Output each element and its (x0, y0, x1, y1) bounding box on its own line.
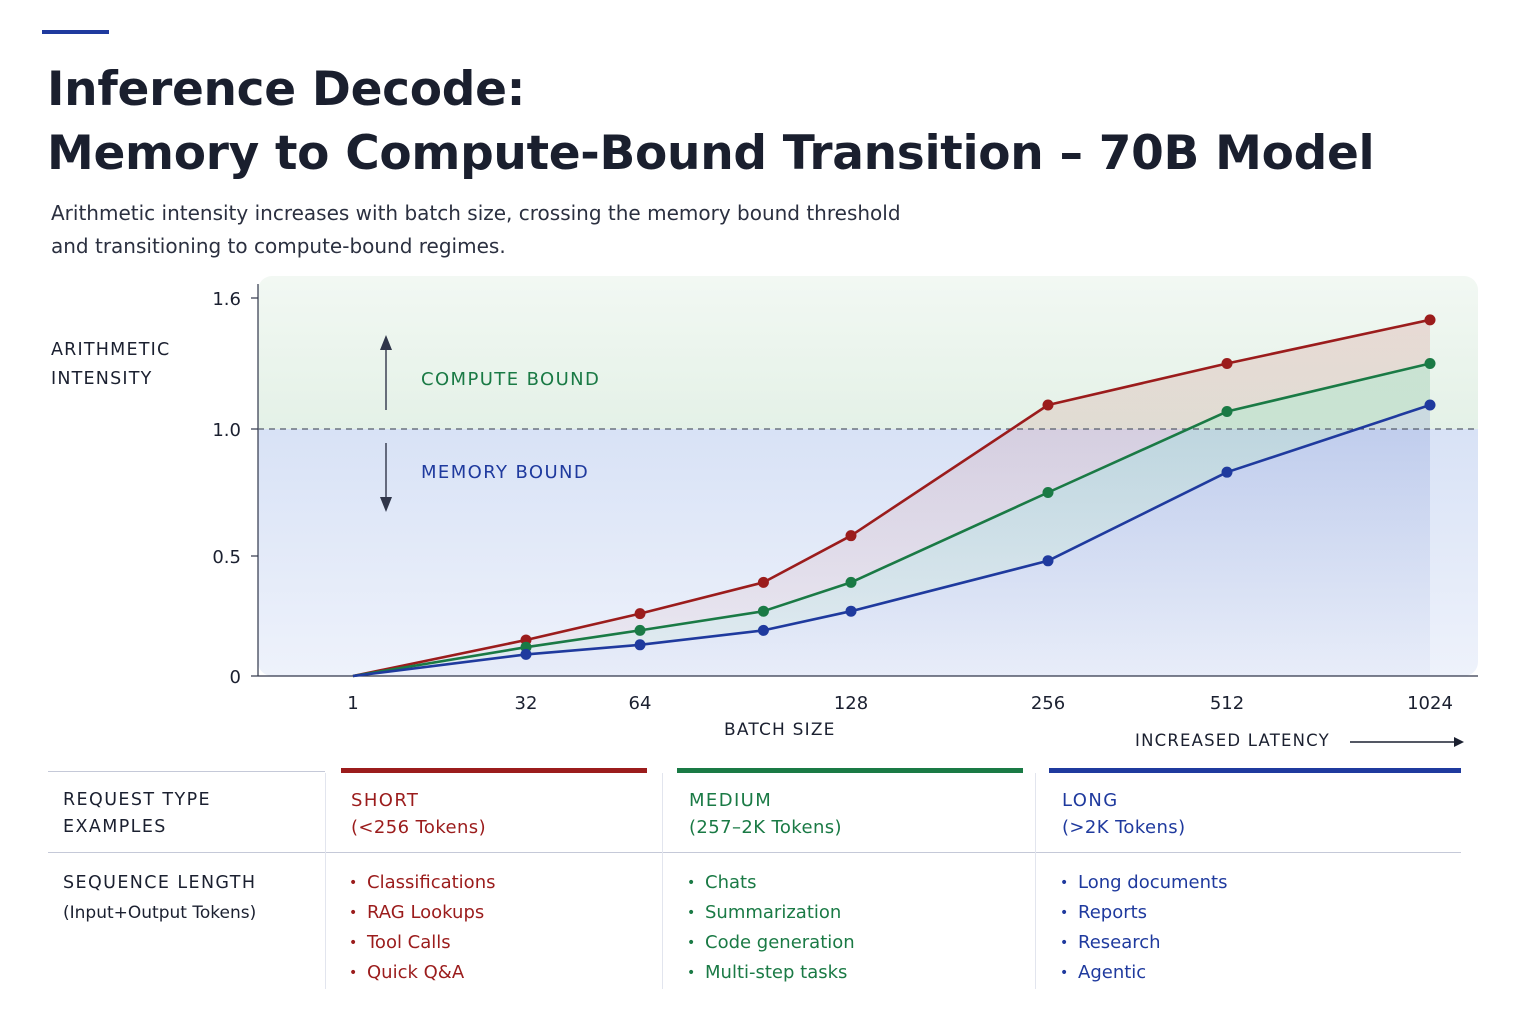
red-band-fill (353, 319, 1430, 676)
list-item: Long documents (1060, 868, 1227, 898)
long-column-name: LONG (1062, 790, 1119, 811)
x-axis-label: BATCH SIZE (724, 720, 836, 740)
request-type-label-line-2: EXAMPLES (63, 817, 167, 837)
x-tick-label: 1024 (1407, 693, 1453, 714)
y-tick-label: 1.0 (212, 420, 241, 441)
list-item: Quick Q&A (349, 958, 495, 988)
list-item: Multi-step tasks (687, 958, 855, 988)
down-arrow-head-icon (380, 497, 392, 512)
blue-data-point (520, 648, 532, 660)
list-item: Tool Calls (349, 928, 495, 958)
request-type-label-line-1: REQUEST TYPE (63, 790, 212, 810)
list-item: Code generation (687, 928, 855, 958)
long-examples-list: Long documents Reports Research Agentic (1060, 868, 1227, 988)
list-item: Summarization (687, 898, 855, 928)
page-title: Inference Decode: Memory to Compute-Boun… (47, 58, 1375, 186)
sequence-length-label-line-2: (Input+Output Tokens) (63, 903, 257, 923)
red-data-point (845, 530, 857, 542)
short-column-range: (<256 Tokens) (351, 817, 486, 838)
increased-latency-label: INCREASED LATENCY (1135, 731, 1330, 750)
memory-bound-label: MEMORY BOUND (421, 462, 589, 483)
medium-column-range: (257–2K Tokens) (689, 817, 842, 838)
long-column-range: (>2K Tokens) (1062, 817, 1186, 838)
short-category-bar (341, 768, 647, 773)
medium-category-bar (677, 768, 1023, 773)
table-column-divider (662, 773, 663, 989)
red-data-point (1424, 314, 1436, 326)
red-series-line (352, 318, 1431, 678)
y-tick-label: 0 (230, 667, 241, 688)
blue-data-point (1221, 466, 1233, 478)
green-data-point (1042, 487, 1054, 498)
medium-column-name: MEDIUM (689, 790, 773, 811)
green-series-line (352, 362, 1431, 678)
short-examples-list: Classifications RAG Lookups Tool Calls Q… (349, 868, 495, 988)
short-column-name: SHORT (351, 790, 420, 811)
blue-data-point (634, 639, 646, 651)
green-data-point (1221, 406, 1233, 418)
table-top-rule (48, 771, 325, 772)
red-data-point (1221, 358, 1233, 369)
blue-data-point (845, 605, 857, 617)
list-item: Research (1060, 928, 1227, 958)
compute-bound-label: COMPUTE BOUND (421, 369, 600, 390)
list-item: Classifications (349, 868, 495, 898)
request-type-label: REQUEST TYPE EXAMPLES (63, 787, 211, 841)
list-item: Reports (1060, 898, 1227, 928)
green-data-point (634, 624, 646, 636)
blue-data-point (757, 624, 769, 636)
arithmetic-intensity-chart: 0 0.5 1.0 1.6 1 32 64 128 256 512 1024 COMPUTE BOU… (212, 276, 1478, 714)
y-tick-label: 0.5 (212, 547, 241, 568)
table-row-divider (48, 852, 1461, 853)
sequence-length-label: SEQUENCE LENGTH (Input+Output Tokens) (63, 870, 256, 927)
up-arrow-head-icon (380, 335, 392, 350)
title-line-2: Memory to Compute-Bound Transition – 70B… (47, 126, 1375, 181)
blue-series-line (352, 403, 1431, 678)
y-tick-label: 1.6 (212, 289, 241, 310)
x-tick-label: 32 (515, 693, 538, 714)
table-column-divider (325, 773, 326, 989)
red-data-point (757, 576, 769, 588)
y-axis-label-line-1: ARITHMETIC (51, 340, 171, 360)
medium-column-header: MEDIUM (257–2K Tokens) (689, 787, 842, 841)
short-column-header: SHORT (<256 Tokens) (351, 787, 486, 841)
green-data-point (845, 576, 857, 588)
x-tick-label: 1 (347, 693, 358, 714)
title-line-1: Inference Decode: (47, 62, 526, 117)
long-category-bar (1049, 768, 1461, 773)
red-data-point (634, 608, 646, 620)
x-tick-label: 256 (1031, 693, 1065, 714)
right-arrow-icon (1350, 737, 1464, 747)
subtitle-line-1: Arithmetic intensity increases with batc… (51, 201, 901, 225)
green-data-point (757, 605, 769, 617)
x-tick-label: 128 (834, 693, 868, 714)
red-data-point (1042, 399, 1054, 411)
list-item: Chats (687, 868, 855, 898)
blue-data-point (1424, 399, 1436, 411)
list-item: Agentic (1060, 958, 1227, 988)
y-axis-label-line-2: INTENSITY (51, 369, 153, 389)
table-column-divider (1035, 773, 1036, 989)
medium-examples-list: Chats Summarization Code generation Mult… (687, 868, 855, 988)
sequence-length-label-line-1: SEQUENCE LENGTH (63, 873, 257, 893)
x-tick-label: 64 (629, 693, 652, 714)
x-tick-label: 512 (1210, 693, 1244, 714)
blue-band-fill (353, 404, 1430, 676)
y-axis-label: ARITHMETIC INTENSITY (51, 336, 170, 394)
long-column-header: LONG (>2K Tokens) (1062, 787, 1186, 841)
blue-data-point (1042, 555, 1054, 567)
accent-bar (42, 30, 109, 34)
page-subtitle: Arithmetic intensity increases with batc… (51, 197, 901, 263)
subtitle-line-2: and transitioning to compute-bound regim… (51, 234, 506, 258)
list-item: RAG Lookups (349, 898, 495, 928)
green-data-point (1424, 358, 1436, 369)
